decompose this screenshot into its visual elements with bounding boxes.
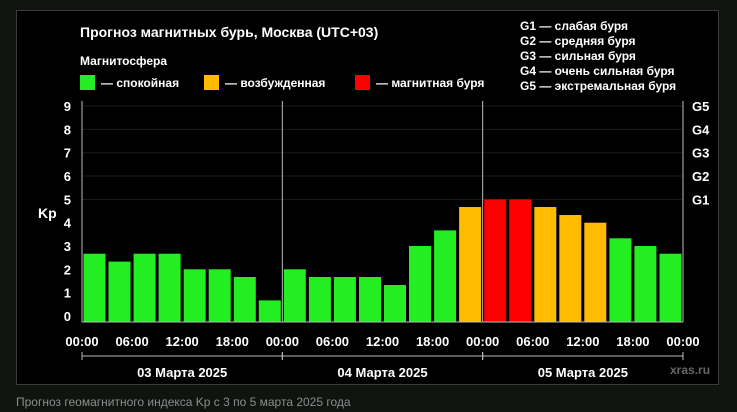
y-tick-label: 1 — [64, 286, 71, 301]
legend: — спокойная — возбужденная — магнитная бур… — [80, 75, 484, 90]
x-tick-label: 00:00 — [666, 334, 699, 349]
bar — [233, 277, 256, 322]
y-tick-label: 3 — [64, 239, 71, 254]
x-tick-label: 06:00 — [115, 334, 148, 349]
storm-scale-item: G2 — средняя буря — [520, 34, 636, 48]
day-labels: 03 Марта 2025 04 Марта 2025 05 Марта 2025 — [81, 352, 684, 380]
bar — [83, 253, 106, 322]
right-axis-label: G5 — [692, 99, 709, 114]
bar — [634, 246, 657, 322]
y-tick-label: 8 — [64, 122, 71, 137]
caption: Прогноз геомагнитного индекса Kp с 3 по … — [16, 395, 351, 409]
watermark: xras.ru — [670, 363, 710, 377]
bar — [484, 199, 507, 322]
bar — [509, 199, 532, 322]
x-tick-label: 12:00 — [166, 334, 199, 349]
y-tick-label: 2 — [64, 262, 71, 277]
axes — [81, 101, 684, 323]
y-axis-label: Kp — [38, 205, 57, 221]
legend-swatch — [204, 75, 219, 90]
right-axis-label: G2 — [692, 169, 709, 184]
grid — [82, 105, 683, 200]
bar — [609, 238, 632, 322]
bar — [409, 246, 431, 322]
bar — [534, 207, 557, 322]
y-tick-label: 6 — [64, 169, 71, 184]
y-tick-label: 4 — [64, 216, 72, 231]
bar — [108, 261, 131, 322]
bars — [83, 199, 682, 322]
right-axis-label: G4 — [692, 122, 710, 137]
x-tick-label: 12:00 — [366, 334, 399, 349]
bar — [133, 253, 156, 322]
bar — [559, 215, 582, 322]
bar — [283, 269, 306, 322]
x-tick-label: 00:00 — [266, 334, 299, 349]
x-tick-label: 00:00 — [466, 334, 499, 349]
storm-scale-item: G5 — экстремальная буря — [520, 79, 676, 93]
right-axis-label: G3 — [692, 146, 709, 161]
day-label: 04 Марта 2025 — [337, 365, 427, 380]
legend-title: Магнитосфера — [80, 54, 167, 68]
bar — [384, 285, 406, 322]
right-axis-label: G1 — [692, 192, 709, 207]
bar — [308, 277, 331, 322]
bar — [333, 277, 356, 322]
x-tick-label: 06:00 — [316, 334, 349, 349]
x-tick-label: 06:00 — [516, 334, 549, 349]
y-tick-label: 9 — [64, 99, 71, 114]
bar — [258, 300, 281, 322]
legend-label: — возбужденная — [225, 76, 325, 90]
x-tick-label: 18:00 — [616, 334, 649, 349]
x-tick-label: 00:00 — [65, 334, 98, 349]
tick-labels: 0 1 2 3 4 5 6 7 8 9 G1 G2 G3 G4 G5 00:00 06:00 12:00 18:00… — [64, 99, 710, 349]
x-tick-label: 18:00 — [416, 334, 449, 349]
y-tick-label: 5 — [64, 192, 71, 207]
bar — [359, 277, 381, 322]
legend-swatch — [355, 75, 370, 90]
day-label: 03 Марта 2025 — [137, 365, 227, 380]
bar — [183, 269, 206, 322]
y-tick-label: 0 — [64, 309, 71, 324]
chart-title: Прогноз магнитных бурь, Москва (UTC+03) — [80, 24, 378, 40]
bar — [208, 269, 231, 322]
bar — [659, 253, 682, 322]
legend-label: — магнитная буря — [376, 76, 484, 90]
x-tick-label: 12:00 — [566, 334, 599, 349]
bar — [434, 230, 457, 322]
bar — [459, 207, 482, 322]
day-label: 05 Марта 2025 — [538, 365, 628, 380]
storm-scale-item: G3 — сильная буря — [520, 49, 636, 63]
y-tick-label: 7 — [64, 146, 71, 161]
legend-label: — спокойная — [101, 76, 179, 90]
storm-scale-item: G1 — слабая буря — [520, 19, 628, 33]
legend-swatch — [80, 75, 95, 90]
storm-scale-item: G4 — очень сильная буря — [520, 64, 675, 78]
bar — [584, 222, 607, 322]
bar — [158, 253, 181, 322]
x-tick-label: 18:00 — [216, 334, 249, 349]
